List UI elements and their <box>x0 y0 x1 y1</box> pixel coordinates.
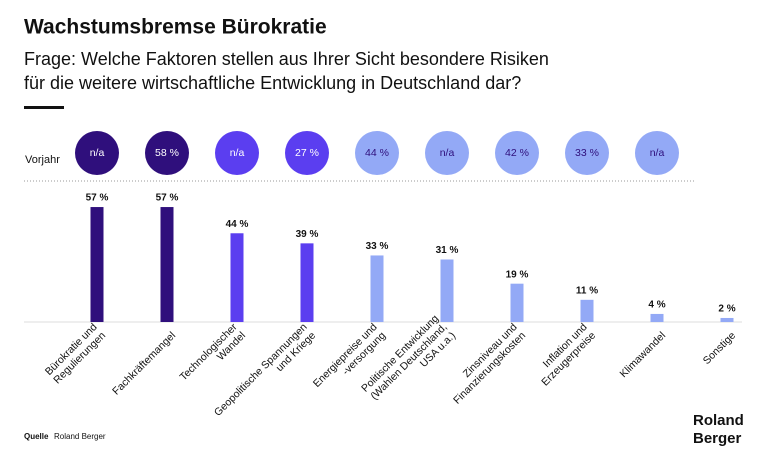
prior-value-label: n/a <box>650 147 665 159</box>
value-label: 2 % <box>718 304 735 315</box>
prior-value-label: 27 % <box>295 147 319 159</box>
prior-circle <box>285 131 329 175</box>
prior-value-label: n/a <box>440 147 455 159</box>
prior-value-label: 42 % <box>505 147 529 159</box>
prior-circle <box>425 131 469 175</box>
bar <box>580 299 594 322</box>
source-label: Quelle <box>24 432 49 441</box>
value-label: 4 % <box>648 300 665 311</box>
bar <box>370 255 384 322</box>
prior-value-label: n/a <box>230 147 245 159</box>
bar <box>650 313 664 322</box>
prior-value-label: n/a <box>90 147 105 159</box>
logo: Roland <box>693 412 744 429</box>
logo: Berger <box>693 430 742 447</box>
subtitle: Frage: Welche Faktoren stellen aus Ihrer… <box>24 49 549 69</box>
prior-value-label: 58 % <box>155 147 179 159</box>
prior-value-label: 33 % <box>575 147 599 159</box>
bar <box>90 207 104 322</box>
value-label: 44 % <box>226 219 249 230</box>
value-label: 39 % <box>296 229 319 240</box>
bar <box>440 259 454 322</box>
bar <box>300 243 314 322</box>
prior-circle <box>355 131 399 175</box>
value-label: 19 % <box>506 269 529 280</box>
prior-circle <box>215 131 259 175</box>
accent-rule <box>24 106 64 109</box>
bar <box>510 283 524 322</box>
subtitle: für die weitere wirtschaftliche Entwickl… <box>24 73 521 93</box>
bar <box>720 317 734 322</box>
bar <box>160 207 174 322</box>
prior-circle <box>145 131 189 175</box>
prior-circle <box>495 131 539 175</box>
value-label: 11 % <box>576 285 598 296</box>
source: Roland Berger <box>54 432 106 441</box>
prior-label: Vorjahr <box>25 154 60 166</box>
value-label: 57 % <box>86 193 109 204</box>
value-label: 57 % <box>156 193 179 204</box>
value-label: 33 % <box>366 241 389 252</box>
chart-title: Wachstumsbremse Bürokratie <box>24 16 327 39</box>
prior-value-label: 44 % <box>365 147 389 159</box>
value-label: 31 % <box>436 245 459 256</box>
prior-circle <box>635 131 679 175</box>
prior-circle <box>75 131 119 175</box>
prior-circle <box>565 131 609 175</box>
bar <box>230 233 244 322</box>
